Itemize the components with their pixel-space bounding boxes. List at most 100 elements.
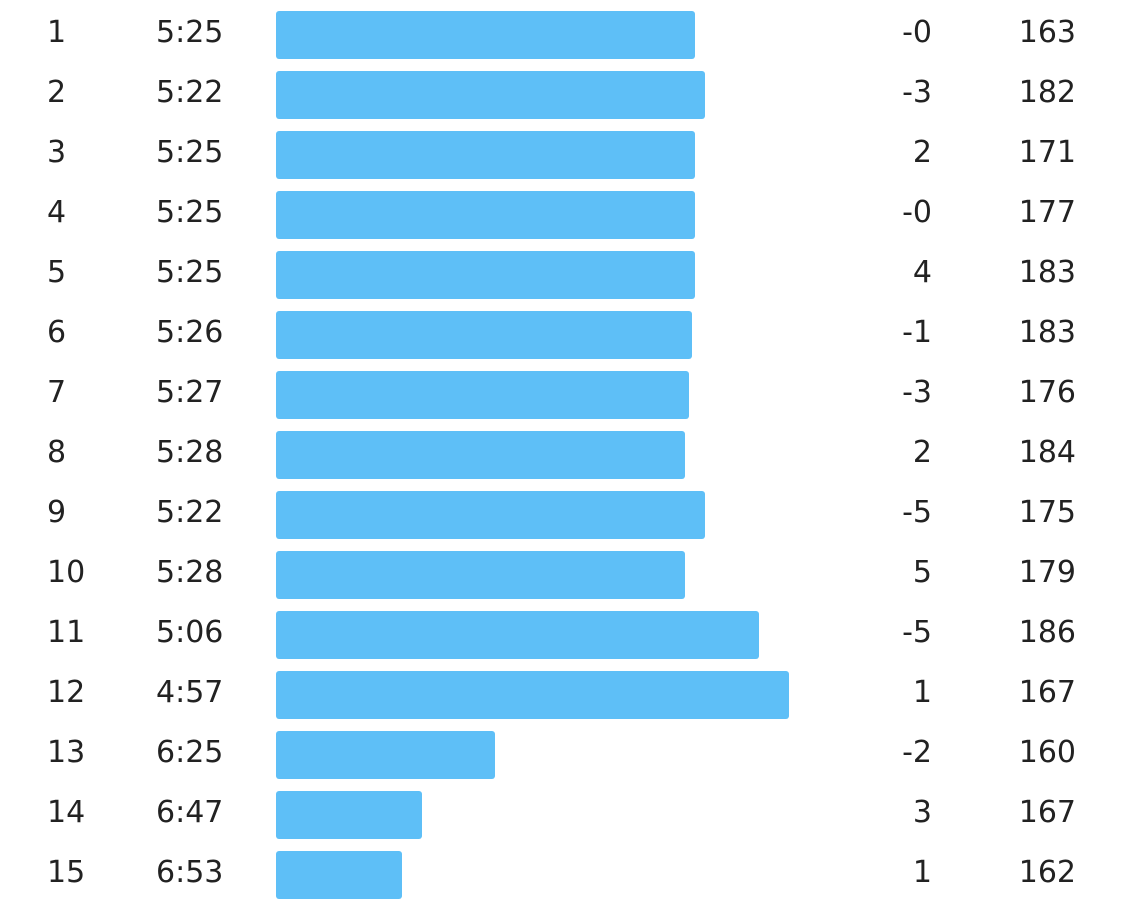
split-km: 12	[47, 675, 86, 710]
pace-bar-track	[276, 191, 836, 239]
split-row: 13 6:25 -2 160	[0, 723, 1125, 783]
split-km: 14	[47, 795, 86, 830]
pace-bar	[276, 611, 759, 659]
pace-bar	[276, 311, 693, 359]
pace-bar	[276, 791, 422, 839]
split-heart-rate: 182	[1018, 75, 1076, 110]
pace-bar-track	[276, 251, 836, 299]
split-elevation: 2	[912, 435, 932, 470]
split-pace: 5:28	[156, 555, 224, 590]
pace-bar-track	[276, 491, 836, 539]
split-elevation: -5	[902, 495, 932, 530]
split-elevation: 1	[912, 675, 932, 710]
pace-bar-track	[276, 851, 836, 899]
split-heart-rate: 167	[1018, 675, 1076, 710]
split-elevation: 3	[912, 795, 932, 830]
split-heart-rate: 175	[1018, 495, 1076, 530]
pace-bar-track	[276, 71, 836, 119]
split-elevation: 2	[912, 135, 932, 170]
split-km: 3	[47, 135, 67, 170]
split-heart-rate: 184	[1018, 435, 1076, 470]
pace-bar-track	[276, 11, 836, 59]
split-pace: 5:06	[156, 615, 224, 650]
split-pace: 5:26	[156, 315, 224, 350]
split-km: 15	[47, 855, 86, 890]
split-elevation: -5	[902, 615, 932, 650]
pace-bar-track	[276, 431, 836, 479]
split-km: 8	[47, 435, 67, 470]
split-km: 1	[47, 15, 67, 50]
pace-bar-track	[276, 791, 836, 839]
split-heart-rate: 186	[1018, 615, 1076, 650]
split-elevation: -3	[902, 375, 932, 410]
split-km: 7	[47, 375, 67, 410]
pace-bar	[276, 491, 706, 539]
split-row: 2 5:22 -3 182	[0, 63, 1125, 123]
split-heart-rate: 162	[1018, 855, 1076, 890]
split-row: 3 5:25 2 171	[0, 123, 1125, 183]
split-heart-rate: 177	[1018, 195, 1076, 230]
split-heart-rate: 171	[1018, 135, 1076, 170]
pace-bar	[276, 851, 402, 899]
pace-bar	[276, 131, 696, 179]
pace-bar	[276, 371, 689, 419]
split-heart-rate: 183	[1018, 255, 1076, 290]
pace-bar-track	[276, 671, 836, 719]
split-km: 2	[47, 75, 67, 110]
pace-bar	[276, 251, 696, 299]
split-row: 5 5:25 4 183	[0, 243, 1125, 303]
split-row: 11 5:06 -5 186	[0, 603, 1125, 663]
split-pace: 5:28	[156, 435, 224, 470]
split-km: 5	[47, 255, 67, 290]
split-pace: 5:25	[156, 195, 224, 230]
split-km: 13	[47, 735, 86, 770]
split-row: 4 5:25 -0 177	[0, 183, 1125, 243]
pace-bar	[276, 11, 696, 59]
split-pace: 6:53	[156, 855, 224, 890]
split-elevation: -0	[902, 195, 932, 230]
split-km: 11	[47, 615, 86, 650]
split-pace: 6:47	[156, 795, 224, 830]
split-pace: 4:57	[156, 675, 224, 710]
split-row: 6 5:26 -1 183	[0, 303, 1125, 363]
split-row: 8 5:28 2 184	[0, 423, 1125, 483]
pace-bar-track	[276, 731, 836, 779]
pace-bar	[276, 671, 789, 719]
split-row: 7 5:27 -3 176	[0, 363, 1125, 423]
split-heart-rate: 167	[1018, 795, 1076, 830]
split-pace: 5:27	[156, 375, 224, 410]
split-pace: 5:22	[156, 495, 224, 530]
split-pace: 5:25	[156, 255, 224, 290]
split-row: 1 5:25 -0 163	[0, 3, 1125, 63]
split-km: 4	[47, 195, 67, 230]
split-elevation: -2	[902, 735, 932, 770]
split-elevation: 1	[912, 855, 932, 890]
split-pace: 5:22	[156, 75, 224, 110]
split-elevation: -0	[902, 15, 932, 50]
split-elevation: -1	[902, 315, 932, 350]
pace-bar-track	[276, 551, 836, 599]
split-km: 6	[47, 315, 67, 350]
split-pace: 6:25	[156, 735, 224, 770]
split-row: 15 6:53 1 162	[0, 843, 1125, 903]
split-elevation: 5	[912, 555, 932, 590]
split-elevation: 4	[912, 255, 932, 290]
split-heart-rate: 183	[1018, 315, 1076, 350]
split-heart-rate: 163	[1018, 15, 1076, 50]
split-row: 12 4:57 1 167	[0, 663, 1125, 723]
pace-bar-track	[276, 131, 836, 179]
pace-bar-track	[276, 311, 836, 359]
split-row: 9 5:22 -5 175	[0, 483, 1125, 543]
split-row: 10 5:28 5 179	[0, 543, 1125, 603]
split-km: 10	[47, 555, 86, 590]
pace-bar-track	[276, 371, 836, 419]
split-km: 9	[47, 495, 67, 530]
pace-bar	[276, 431, 686, 479]
split-heart-rate: 179	[1018, 555, 1076, 590]
pace-bar-track	[276, 611, 836, 659]
split-heart-rate: 160	[1018, 735, 1076, 770]
pace-bar	[276, 71, 706, 119]
split-row: 14 6:47 3 167	[0, 783, 1125, 843]
split-elevation: -3	[902, 75, 932, 110]
